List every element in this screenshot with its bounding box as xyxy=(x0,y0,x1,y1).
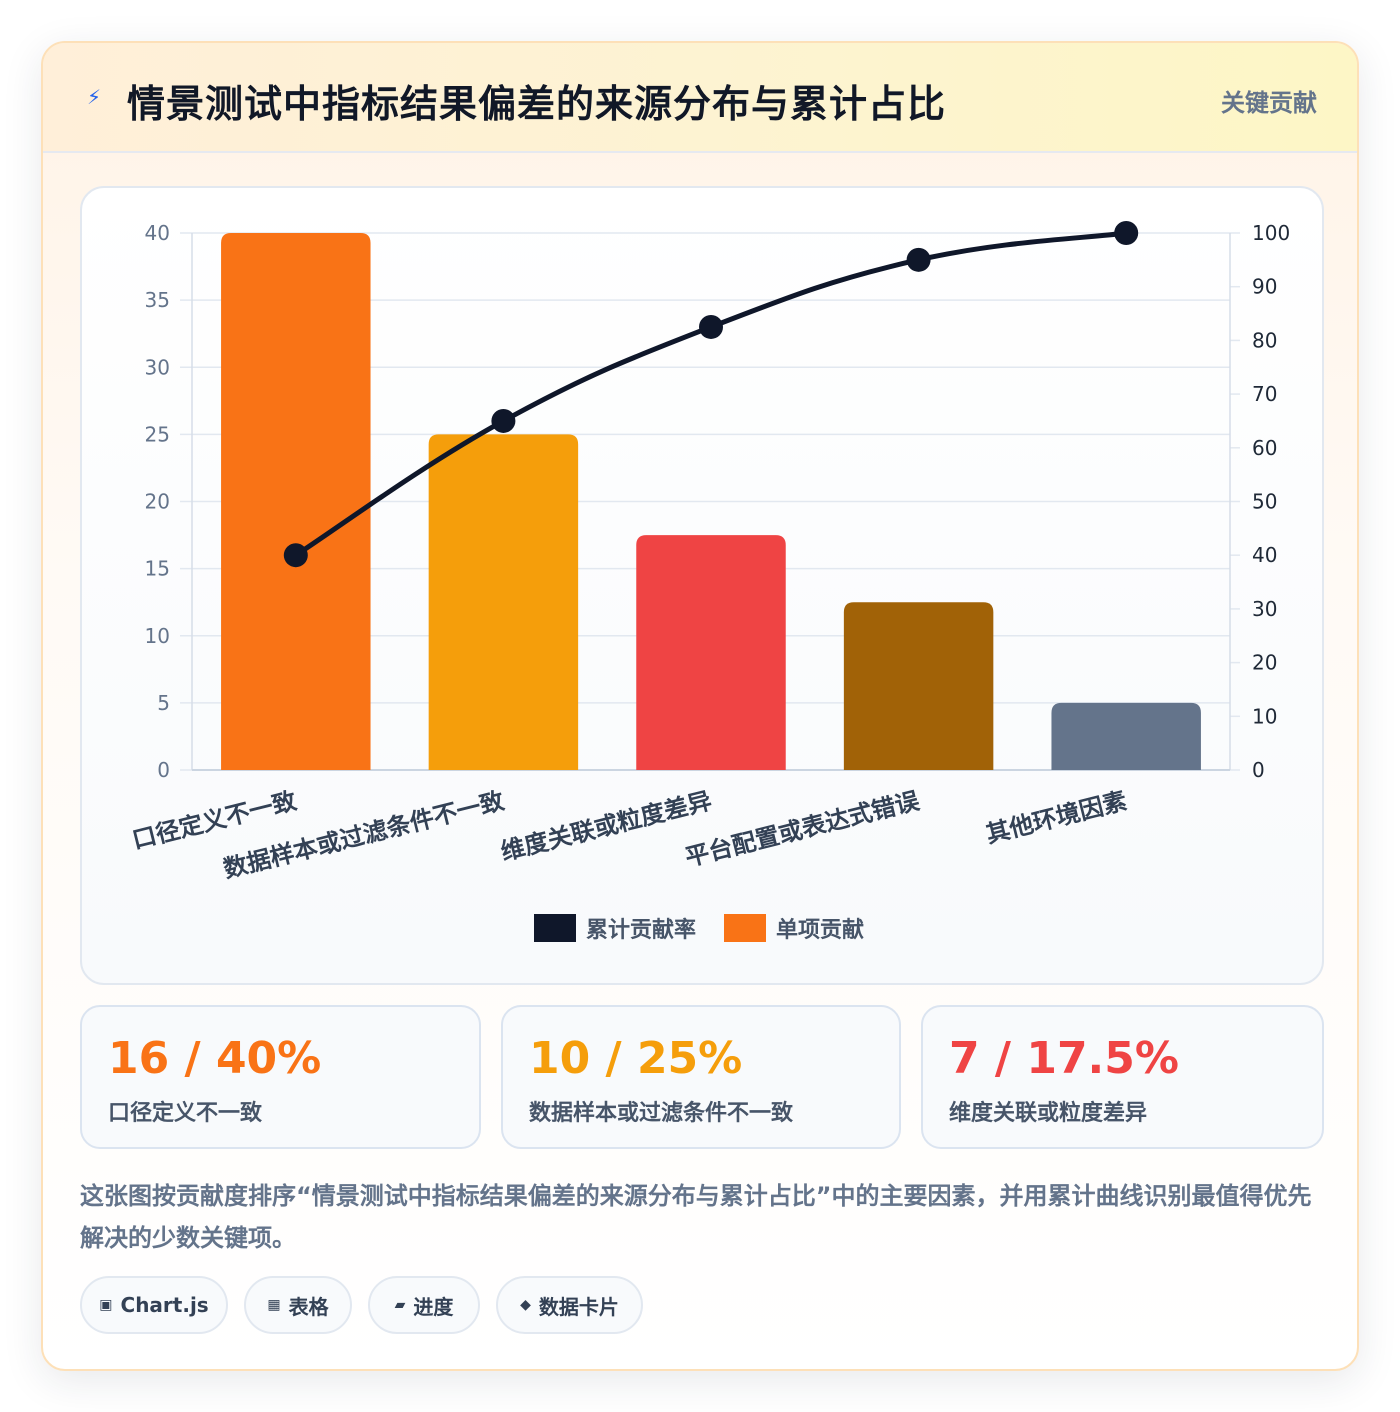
legend-label: 单项贡献 xyxy=(776,917,864,943)
stat-card-2: 10 / 25% 数据样本或过滤条件不一致 xyxy=(501,1005,901,1149)
y-right-tick-label: 90 xyxy=(1252,275,1277,299)
x-category-label: 维度关联或粒度差异 xyxy=(498,787,714,866)
y-right-tick-label: 40 xyxy=(1252,543,1277,567)
tag-table[interactable]: ▦ 表格 xyxy=(244,1276,352,1334)
x-category-label: 其他环境因素 xyxy=(983,787,1129,849)
stat-value: 7 / 17.5% xyxy=(949,1033,1179,1084)
stat-card-3: 7 / 17.5% 维度关联或粒度差异 xyxy=(921,1005,1324,1149)
y-right-tick-label: 30 xyxy=(1252,597,1277,621)
legend-swatch xyxy=(724,914,766,942)
chart-icon: ▣ xyxy=(99,1297,113,1313)
tag-label: Chart.js xyxy=(120,1293,209,1317)
stat-value: 10 / 25% xyxy=(529,1033,743,1084)
legend-swatch xyxy=(534,914,576,942)
bar xyxy=(843,602,994,770)
tag-label: 进度 xyxy=(413,1294,454,1319)
tag-progress[interactable]: ▰ 进度 xyxy=(368,1276,480,1334)
y-right-tick-label: 60 xyxy=(1252,436,1277,460)
y-left-tick-label: 35 xyxy=(145,288,170,312)
y-left-tick-label: 15 xyxy=(145,557,170,581)
progress-icon: ▰ xyxy=(394,1297,406,1313)
y-right-tick-label: 100 xyxy=(1252,221,1290,245)
bar xyxy=(636,535,786,770)
table-icon: ▦ xyxy=(267,1297,281,1313)
pareto-chart: 05101520253035400102030405060708090100口径… xyxy=(129,221,1290,943)
bar xyxy=(428,434,579,770)
cumulative-point xyxy=(491,408,516,433)
diamond-icon: ◆ xyxy=(520,1297,531,1313)
y-left-tick-label: 5 xyxy=(157,691,170,715)
stat-value: 16 / 40% xyxy=(108,1033,322,1084)
header-badge: 关键贡献 xyxy=(1221,89,1317,117)
bar xyxy=(1051,702,1201,770)
y-right-tick-label: 20 xyxy=(1252,651,1277,675)
tag-label: 表格 xyxy=(288,1294,329,1319)
lightning-icon: ⚡ xyxy=(87,85,102,109)
chart-panel: 0 5 10 15 20 25 30 35 40 0 10 20 30 40 50 60 70 80 90 100 口径… xyxy=(80,186,1324,985)
tag-label: 数据卡片 xyxy=(538,1294,619,1319)
cumulative-point xyxy=(1114,221,1139,245)
stat-label: 口径定义不一致 xyxy=(108,1101,263,1126)
stat-label: 维度关联或粒度差异 xyxy=(949,1101,1148,1126)
y-right-tick-label: 10 xyxy=(1252,704,1277,728)
chart-description: 这张图按贡献度排序“情景测试中指标结果偏差的来源分布与累计占比”中的主要因素，并… xyxy=(80,1182,1312,1252)
bar xyxy=(221,233,371,770)
y-left-tick-label: 20 xyxy=(145,490,170,514)
card-header: ⚡ 情景测试中指标结果偏差的来源分布与累计占比 关键贡献 xyxy=(43,43,1357,153)
y-left-tick-label: 10 xyxy=(145,624,170,648)
legend-label: 累计贡献率 xyxy=(586,917,696,943)
page-title: 情景测试中指标结果偏差的来源分布与累计占比 xyxy=(127,82,947,126)
y-left-tick-label: 25 xyxy=(145,422,170,446)
tag-chartjs[interactable]: ▣ Chart.js xyxy=(80,1276,228,1334)
cumulative-point xyxy=(906,247,931,272)
y-left-tick-label: 0 xyxy=(157,758,170,782)
x-category-label: 平台配置或表达式错误 xyxy=(682,786,923,871)
y-right-tick-label: 80 xyxy=(1252,328,1277,352)
cumulative-point xyxy=(283,543,308,568)
y-right-tick-label: 50 xyxy=(1252,490,1277,514)
y-right-tick-label: 70 xyxy=(1252,382,1277,406)
chart-card: ⚡ 情景测试中指标结果偏差的来源分布与累计占比 关键贡献 0 5 10 15 20 25 3… xyxy=(41,41,1359,1371)
y-left-tick-label: 30 xyxy=(145,355,170,379)
stat-label: 数据样本或过滤条件不一致 xyxy=(529,1101,794,1126)
y-left-tick-label: 40 xyxy=(145,221,170,245)
cumulative-point xyxy=(699,314,723,339)
cumulative-line xyxy=(293,230,1129,558)
y-right-tick-label: 0 xyxy=(1252,758,1265,782)
tag-data-card[interactable]: ◆ 数据卡片 xyxy=(496,1276,643,1334)
stat-card-1: 16 / 40% 口径定义不一致 xyxy=(80,1005,481,1149)
